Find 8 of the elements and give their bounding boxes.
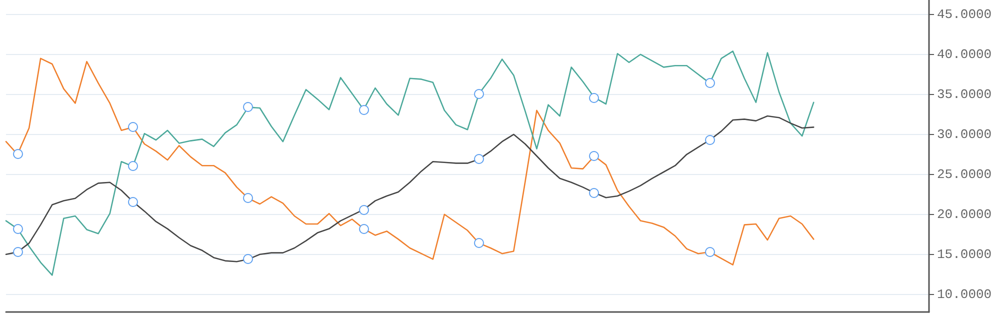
y-tick-label: 20.0000 <box>937 206 992 222</box>
y-tick-label: 15.0000 <box>937 246 992 262</box>
y-tick-label: 45.0000 <box>937 6 992 22</box>
y-tick-label: 30.0000 <box>937 126 992 142</box>
y-tick-label: 25.0000 <box>937 166 992 182</box>
y-tick-label: 10.0000 <box>937 286 992 302</box>
y-tick-label: 40.0000 <box>937 46 992 62</box>
y-tick-label: 35.0000 <box>937 86 992 102</box>
